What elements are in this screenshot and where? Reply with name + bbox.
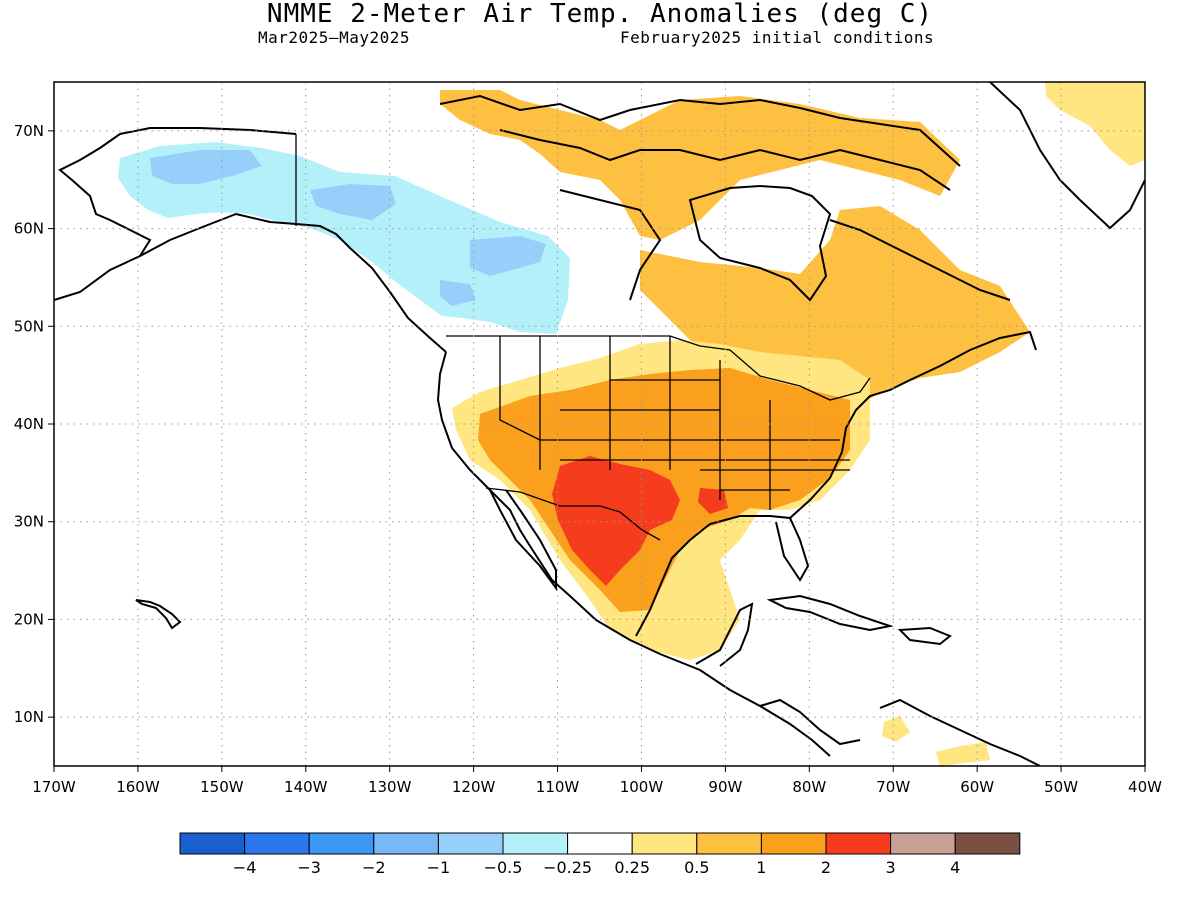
- alaska-cooler-core: [150, 150, 546, 306]
- lon-tick-label: 50W: [1044, 778, 1078, 796]
- colorbar-swatch: [437, 832, 504, 855]
- anomaly-colorbar: −4 −3 −2 −1 −0.5 −0.25 0.25 0.5 1 2 3 4: [179, 832, 1021, 877]
- colorbar-swatch: [502, 832, 569, 855]
- alaska-peninsula: [139, 212, 447, 353]
- map-title: NMME 2-Meter Air Temp. Anomalies (deg C): [266, 0, 934, 29]
- colorbar-label: 1: [756, 858, 766, 877]
- colorbar-swatch: [373, 832, 439, 855]
- lon-tick-label: 130W: [368, 778, 412, 796]
- arctic-islands: [439, 94, 961, 167]
- lon-tick-label: 80W: [792, 778, 826, 796]
- central-america: [759, 698, 861, 746]
- east-coast: [789, 330, 1037, 519]
- initial-conditions: February2025 initial conditions: [620, 28, 935, 47]
- cuba: [766, 594, 894, 632]
- colorbar-label: −0.25: [543, 858, 592, 877]
- lon-tick-label: 100W: [620, 778, 664, 796]
- lon-tick-label: 170W: [32, 778, 76, 796]
- anomaly-fields: [118, 82, 1145, 766]
- colorbar-label: 0.5: [684, 858, 709, 877]
- lon-tick-label: 120W: [452, 778, 496, 796]
- colorbar-label: −4: [233, 858, 257, 877]
- caribbean-warm: [882, 716, 990, 766]
- colorbar-label: −3: [297, 858, 321, 877]
- south-america-coast: [879, 698, 1041, 766]
- us-canada-border: [446, 335, 871, 401]
- colorbar-swatch: [825, 832, 892, 855]
- lon-tick-label: 110W: [536, 778, 580, 796]
- lon-tick-label: 90W: [708, 778, 742, 796]
- lon-tick-label: 150W: [200, 778, 244, 796]
- hawaii: [135, 599, 182, 630]
- colorbar-label: 3: [886, 858, 896, 877]
- colorbar-label: 2: [821, 858, 831, 877]
- canada-north-warm: [440, 90, 960, 240]
- alaska-coastline: [54, 127, 297, 301]
- colorbar-label: −0.5: [484, 858, 523, 877]
- greenland-coast: [989, 82, 1145, 230]
- southwest-hot-core: [552, 456, 728, 586]
- lat-tick-label: 60N: [14, 220, 44, 238]
- lat-tick-label: 20N: [14, 610, 44, 628]
- colorbar-swatch: [696, 832, 762, 855]
- greenland-warm: [1045, 82, 1145, 166]
- lat-tick-label: 30N: [14, 513, 44, 531]
- colorbar-label: −1: [427, 858, 451, 877]
- colorbar-swatch: [631, 832, 698, 855]
- political-borders: [295, 134, 871, 541]
- colorbar-swatch: [890, 832, 956, 855]
- hudson-bay: [688, 184, 832, 302]
- baja-california: [489, 489, 557, 592]
- gulf-coast: [635, 515, 810, 637]
- colorbar-swatch: [179, 832, 246, 855]
- hispaniola: [897, 626, 952, 646]
- colorbar-swatch: [244, 832, 310, 855]
- colorbar-swatch: [954, 832, 1021, 855]
- lon-tick-label: 60W: [960, 778, 994, 796]
- lat-tick-label: 70N: [14, 122, 44, 140]
- forecast-period: Mar2025–May2025: [258, 28, 410, 47]
- lat-tick-label: 10N: [14, 708, 44, 726]
- colorbar-label: −2: [362, 858, 386, 877]
- lon-tick-label: 70W: [876, 778, 910, 796]
- colorbar-swatch: [760, 832, 827, 855]
- colorbar-label: 0.25: [614, 858, 650, 877]
- map-axis-labels: 170W 160W 150W 140W 130W 120W 110W 100W 90W 80W 70…: [14, 122, 1162, 796]
- lat-tick-label: 50N: [14, 317, 44, 335]
- colorbar-swatch: [567, 832, 633, 855]
- colorbar-swatch: [308, 832, 375, 855]
- yucatan: [695, 602, 754, 667]
- us-mexico-border: [485, 487, 661, 541]
- lon-tick-label: 40W: [1128, 778, 1162, 796]
- west-coast: [436, 351, 831, 757]
- lon-tick-label: 160W: [116, 778, 160, 796]
- lon-tick-label: 140W: [284, 778, 328, 796]
- colorbar-label: 4: [950, 858, 960, 877]
- lat-tick-label: 40N: [14, 415, 44, 433]
